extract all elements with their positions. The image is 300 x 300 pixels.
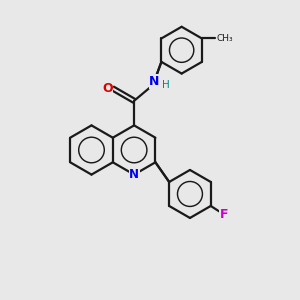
Text: N: N bbox=[149, 75, 160, 88]
Text: O: O bbox=[102, 82, 113, 95]
Text: H: H bbox=[162, 80, 170, 90]
Text: F: F bbox=[220, 208, 229, 221]
Text: N: N bbox=[129, 168, 139, 181]
Text: CH₃: CH₃ bbox=[217, 34, 233, 43]
